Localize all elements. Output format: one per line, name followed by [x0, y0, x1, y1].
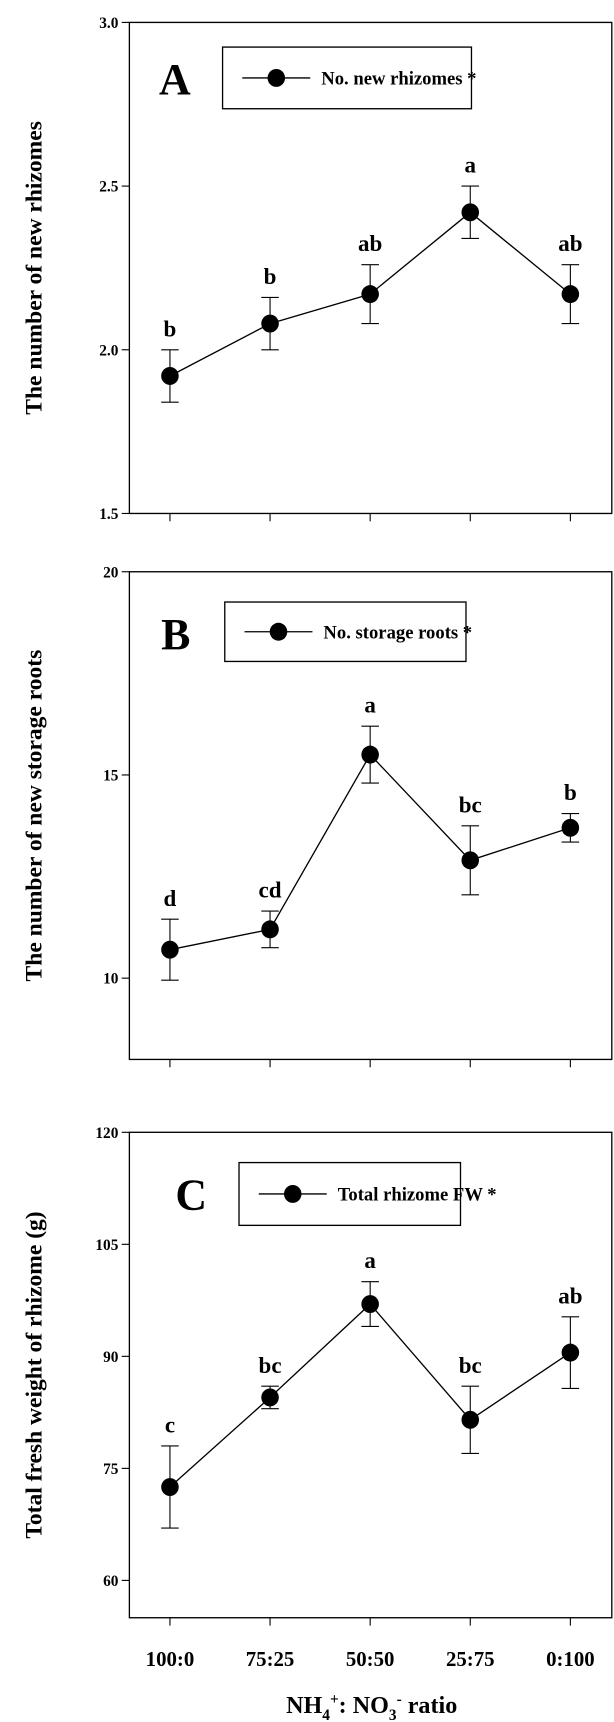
panel-letter: B [161, 609, 190, 660]
y-tick-label: 2.0 [99, 342, 118, 359]
legend-label: Total rhizome FW * [338, 1185, 497, 1206]
y-axis-label: The number of new storage roots [22, 650, 48, 982]
significance-letter: bc [459, 1353, 482, 1379]
x-tick-label: 100:0 [146, 1647, 195, 1671]
significance-letter: cd [259, 877, 282, 903]
data-point [161, 941, 179, 959]
legend-marker [284, 1185, 302, 1203]
x-axis-label: NH4+: NO3- ratio [286, 1691, 457, 1722]
series-line [170, 755, 570, 950]
x-axis-label-part: + [330, 1691, 339, 1708]
significance-letter: a [465, 152, 477, 178]
significance-letter: c [165, 1412, 175, 1438]
y-tick-label: 120 [95, 1125, 118, 1142]
data-point [562, 285, 580, 303]
legend-marker [270, 623, 288, 641]
significance-letter: ab [558, 1283, 582, 1309]
y-axis-label: Total fresh weight of rhizome (g) [22, 1211, 48, 1538]
data-point [361, 1295, 379, 1313]
x-axis-label-part: 3 [389, 1707, 397, 1722]
y-tick-label: 3.0 [99, 15, 118, 32]
data-point [562, 1344, 580, 1362]
panel-letter: C [175, 1169, 207, 1220]
y-tick-label: 90 [103, 1349, 119, 1366]
x-axis-label-part: ratio [402, 1692, 458, 1719]
significance-letter: b [264, 264, 277, 290]
y-tick-label: 105 [95, 1237, 118, 1254]
y-tick-label: 10 [103, 971, 119, 988]
legend-marker [268, 69, 286, 87]
x-axis-label-part: 4 [322, 1707, 330, 1722]
series-line [170, 1304, 570, 1487]
data-point [461, 1411, 479, 1429]
x-axis-label-part: NH [286, 1692, 322, 1719]
significance-letter: a [364, 1248, 376, 1274]
significance-letter: b [164, 316, 177, 342]
data-point [361, 746, 379, 764]
data-point [161, 367, 179, 385]
legend-label: No. new rhizomes * [321, 68, 476, 89]
x-tick-label: 25:75 [446, 1647, 495, 1671]
x-axis-label-part: : NO [339, 1692, 389, 1719]
panel-letter: A [159, 54, 191, 105]
x-tick-label: 75:25 [246, 1647, 295, 1671]
significance-letter: bc [259, 1353, 282, 1379]
significance-letter: ab [358, 231, 382, 257]
legend-label: No. storage roots * [323, 622, 472, 643]
y-tick-label: 20 [103, 564, 119, 581]
significance-letter: ab [558, 231, 582, 257]
data-point [361, 285, 379, 303]
x-tick-label: 0:100 [546, 1647, 595, 1671]
significance-letter: bc [459, 792, 482, 818]
x-tick-label: 50:50 [346, 1647, 395, 1671]
significance-letter: b [564, 780, 577, 806]
data-point [161, 1478, 179, 1496]
data-point [461, 851, 479, 869]
figure: 1.5 2.0 2.5 3.0 The number of new rhizomes A N… [0, 0, 614, 1722]
y-tick-label: 60 [103, 1573, 119, 1590]
y-tick-label: 1.5 [99, 506, 118, 523]
significance-letter: d [164, 886, 177, 912]
data-point [261, 315, 279, 333]
data-point [562, 819, 580, 837]
data-point [261, 1388, 279, 1406]
significance-letter: a [364, 693, 376, 719]
y-tick-label: 2.5 [99, 179, 118, 196]
y-tick-label: 75 [103, 1461, 119, 1478]
y-axis-label: The number of new rhizomes [22, 121, 48, 415]
data-point [461, 203, 479, 221]
y-tick-label: 15 [103, 767, 119, 784]
data-point [261, 920, 279, 938]
